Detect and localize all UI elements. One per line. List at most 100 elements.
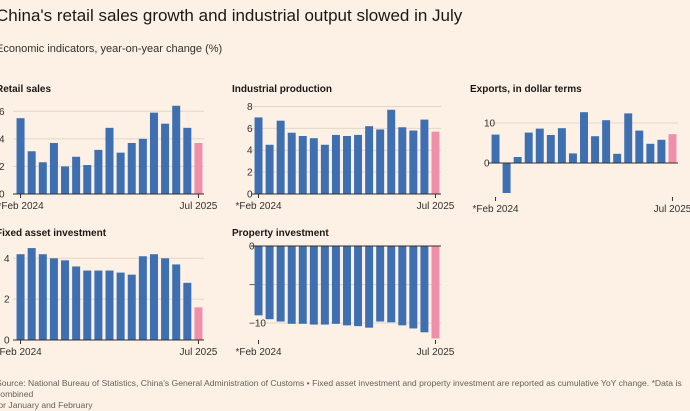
bar-jul-2025 (668, 134, 677, 163)
bar-apr-2025 (161, 258, 170, 340)
bar-jul-2025 (431, 131, 440, 194)
bar-nov-2024 (354, 134, 363, 194)
bar-oct-2024 (343, 246, 351, 326)
x-tick-label-start: Feb 2024 (0, 347, 42, 358)
bar-feb-2024 (254, 246, 263, 316)
bar-mar-2025 (387, 246, 396, 323)
bar-mar-2024 (265, 144, 274, 194)
bar-mar-2024 (265, 246, 274, 320)
bar-mar-2025 (387, 109, 396, 194)
panel-title: Retail sales (0, 84, 51, 95)
source-line-1: Source: National Bureau of Statistics, C… (0, 378, 682, 399)
bar-jun-2024 (61, 166, 70, 194)
bar-dec-2024 (365, 246, 374, 328)
bar-nov-2024 (354, 246, 363, 327)
x-tick-label-end: Jul 2025 (417, 347, 455, 358)
x-tick-label-start: *Feb 2024 (472, 204, 519, 215)
y-tick-label: 10 (484, 119, 496, 130)
panel-title: Industrial production (232, 84, 332, 95)
bar-may-2024 (287, 132, 296, 194)
bar-oct-2024 (580, 112, 588, 163)
y-tick-label: 4 (247, 146, 253, 157)
bar-aug-2024 (83, 165, 92, 194)
y-tick-label: 0 (0, 190, 5, 201)
source-note: Source: National Bureau of Statistics, C… (0, 378, 690, 411)
chart-subtitle: Economic indicators, year-on-year change… (0, 43, 223, 55)
bar-aug-2024 (320, 246, 329, 325)
bar-nov-2024 (591, 136, 600, 163)
bar-dec-2024 (365, 126, 374, 194)
bar-aug-2024 (320, 144, 329, 194)
bar-oct-2024 (105, 127, 114, 194)
bar-sep-2024 (94, 270, 103, 340)
bar-dec-2024 (602, 120, 611, 163)
bar-may-2025 (172, 105, 181, 194)
bar-apr-2025 (635, 130, 644, 163)
bar-apr-2024 (513, 157, 522, 163)
bar-may-2024 (49, 258, 58, 340)
bar-feb-2025 (138, 138, 147, 194)
y-tick-label: 6 (247, 124, 253, 135)
bar-sep-2024 (568, 153, 577, 163)
bar-may-2025 (646, 143, 655, 163)
bar-jun-2025 (420, 246, 429, 333)
bar-mar-2024 (27, 151, 36, 194)
bar-oct-2024 (105, 270, 114, 340)
bar-apr-2024 (276, 246, 285, 322)
bar-jun-2025 (420, 119, 429, 194)
bar-jul-2024 (72, 156, 81, 194)
y-tick-label: 0 (484, 159, 490, 170)
y-tick-label: 0 (4, 336, 10, 347)
x-tick-label-start: *Feb 2024 (0, 201, 44, 212)
bar-may-2025 (172, 264, 181, 340)
y-tick-label: 0 (247, 190, 253, 201)
panel-title: Property investment (232, 228, 329, 239)
bar-mar-2024 (502, 163, 511, 193)
y-tick-label: 2 (247, 168, 253, 179)
y-tick-label: −10 (249, 319, 266, 330)
bar-mar-2025 (149, 254, 158, 340)
bar-apr-2024 (276, 120, 285, 194)
y-tick-label: 2 (0, 162, 5, 173)
y-tick-label: 4 (4, 254, 10, 265)
y-tick-label: 2 (4, 295, 10, 306)
bar-mar-2024 (27, 248, 36, 340)
bar-feb-2025 (376, 129, 385, 194)
x-tick-label-end: Jul 2025 (180, 201, 218, 212)
bar-jun-2024 (298, 136, 307, 194)
bar-may-2024 (49, 142, 58, 194)
bar-aug-2024 (557, 128, 566, 163)
bar-aug-2024 (83, 270, 92, 340)
x-tick-label-start: *Feb 2024 (235, 347, 282, 358)
bar-jul-2024 (72, 266, 81, 340)
bar-jun-2024 (298, 246, 307, 324)
charts-canvas: Retail sales 0 2 4 6 *Feb 2024 Jul 2025 Industr… (0, 84, 690, 358)
x-tick-label-start: *Feb 2024 (235, 201, 282, 212)
y-tick-label: 4 (0, 134, 5, 145)
x-tick-label-end: Jul 2025 (654, 204, 690, 215)
bar-apr-2024 (38, 254, 47, 340)
bar-nov-2024 (116, 272, 125, 340)
bar-apr-2024 (38, 162, 47, 194)
panel-title: Fixed asset investment (0, 228, 107, 239)
bar-may-2024 (524, 132, 533, 163)
bar-jun-2025 (183, 282, 192, 340)
bar-feb-2024 (16, 118, 25, 194)
bar-jun-2024 (61, 260, 70, 340)
bar-jun-2025 (183, 127, 192, 194)
bar-mar-2025 (149, 112, 158, 194)
bar-feb-2024 (491, 134, 500, 163)
bar-apr-2025 (398, 127, 407, 194)
bar-sep-2024 (94, 149, 103, 194)
x-tick-label-end: Jul 2025 (417, 201, 455, 212)
bar-dec-2024 (127, 142, 136, 194)
x-tick-label-end: Jul 2025 (180, 347, 218, 358)
y-tick-label: 0 (249, 242, 255, 253)
bar-nov-2024 (116, 152, 125, 194)
y-tick-label: 8 (247, 102, 253, 113)
bar-may-2024 (287, 246, 296, 324)
source-line-2: for January and February (0, 400, 93, 410)
bar-feb-2025 (376, 246, 385, 322)
bar-mar-2025 (624, 113, 633, 163)
bar-dec-2024 (127, 274, 136, 340)
